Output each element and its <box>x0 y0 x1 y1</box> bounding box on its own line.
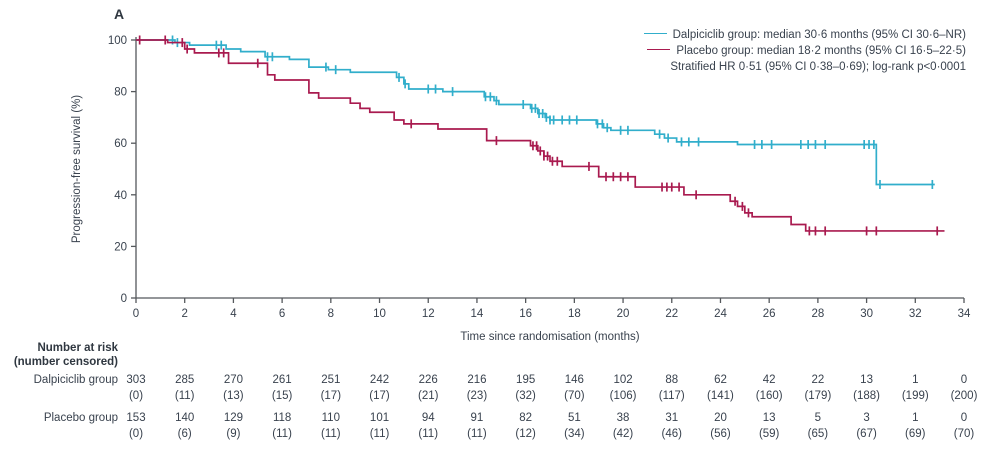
dalpiciclib-line-swatch <box>643 33 667 35</box>
x-tick-label: 12 <box>422 308 435 320</box>
y-tick-label: 20 <box>114 241 127 253</box>
legend: Dalpiciclib group: median 30·6 months (9… <box>643 27 966 75</box>
x-tick-label: 10 <box>373 308 386 320</box>
x-tick-label: 8 <box>328 308 334 320</box>
survival-curve-dalpiciclib <box>136 39 935 186</box>
y-tick-label: 60 <box>114 138 127 150</box>
x-tick-label: 26 <box>763 308 776 320</box>
y-tick-label: 100 <box>108 35 127 47</box>
x-tick-label: 28 <box>811 308 824 320</box>
legend-label-dalpiciclib: Dalpiciclib group: median 30·6 months (9… <box>672 29 966 41</box>
x-tick-label: 4 <box>230 308 237 320</box>
x-tick-label: 0 <box>133 308 139 320</box>
legend-item-dalpiciclib: Dalpiciclib group: median 30·6 months (9… <box>643 27 966 43</box>
legend-item-placebo: Placebo group: median 18·2 months (95% C… <box>644 43 966 59</box>
x-tick-label: 18 <box>568 308 581 320</box>
curves-group <box>136 35 945 236</box>
x-tick-label: 2 <box>182 308 188 320</box>
panel-label: A <box>114 6 125 22</box>
y-tick-label: 0 <box>121 293 127 305</box>
x-tick-label: 16 <box>519 308 532 320</box>
x-tick-label: 6 <box>279 308 285 320</box>
legend-label-placebo: Placebo group: median 18·2 months (95% C… <box>676 45 966 57</box>
x-tick-label: 24 <box>714 308 727 320</box>
x-axis-title: Time since randomisation (months) <box>460 331 639 343</box>
x-tick-label: 14 <box>471 308 484 320</box>
x-tick-label: 20 <box>617 308 630 320</box>
placebo-line-swatch <box>647 49 671 51</box>
survival-curve-placebo <box>136 39 945 232</box>
legend-stats-line: Stratified HR 0·51 (95% CI 0·38–0·69); l… <box>670 61 966 73</box>
y-tick-label: 40 <box>114 190 127 202</box>
x-tick-label: 32 <box>909 308 922 320</box>
x-tick-label: 22 <box>665 308 678 320</box>
y-axis-title: Progression-free survival (%) <box>71 95 83 243</box>
x-tick-label: 34 <box>958 308 971 320</box>
y-tick-label: 80 <box>114 87 127 99</box>
x-tick-label: 30 <box>860 308 873 320</box>
